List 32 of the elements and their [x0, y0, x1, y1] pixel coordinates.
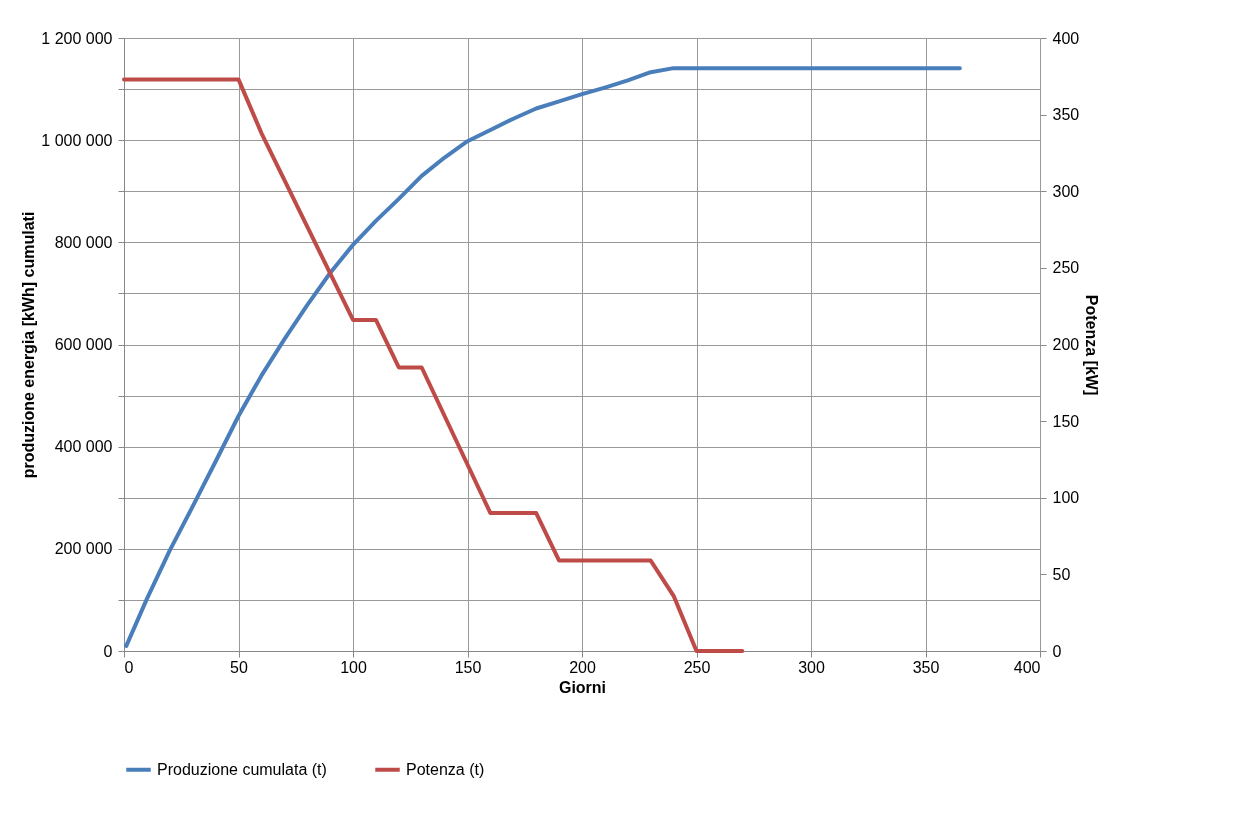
x-tick-label: 250 [683, 658, 711, 676]
x-tick-label: 100 [340, 658, 367, 676]
x-tick-label: 50 [230, 658, 248, 676]
y-tick-label: 600 000 [54, 336, 113, 353]
y-tick-label: 800 000 [54, 233, 113, 251]
y-tick-label: 200 000 [54, 540, 113, 558]
y2-tick-label: 50 [1052, 565, 1071, 583]
legend-label: Potenza (t) [406, 760, 485, 778]
x-tick-label: 200 [569, 658, 596, 676]
y-tick-label: 1 200 000 [41, 29, 113, 47]
y-tick-label: 0 [103, 642, 113, 660]
x-tick-label: 150 [454, 658, 482, 676]
y2-tick-label: 350 [1052, 106, 1080, 124]
y2-axis-title: Potenza [kW] [1083, 294, 1101, 396]
y2-tick-label: 250 [1052, 259, 1080, 277]
line-series [124, 66, 962, 648]
y2-tick-label: 300 [1052, 182, 1080, 200]
y2-tick-label: 100 [1052, 489, 1080, 507]
y-tick-label: 400 000 [54, 438, 113, 456]
legend-label: Produzione cumulata (t) [157, 760, 327, 778]
x-tick-label: 400 [1013, 658, 1041, 676]
y2-tick-label: 150 [1052, 412, 1080, 430]
x-tick-label: 350 [912, 658, 940, 676]
y2-tick-label: 400 [1052, 29, 1080, 47]
y2-tick-label: 0 [1052, 642, 1062, 660]
x-tick-label: 300 [798, 658, 825, 676]
y-axis-title: produzione energia [kWh] cumulati [20, 211, 38, 479]
x-tick-label: 0 [124, 658, 134, 676]
line-series [122, 77, 745, 653]
y-tick-label: 1 000 000 [41, 131, 113, 149]
x-axis-title: Giorni [558, 678, 607, 696]
y2-tick-label: 200 [1052, 336, 1080, 353]
